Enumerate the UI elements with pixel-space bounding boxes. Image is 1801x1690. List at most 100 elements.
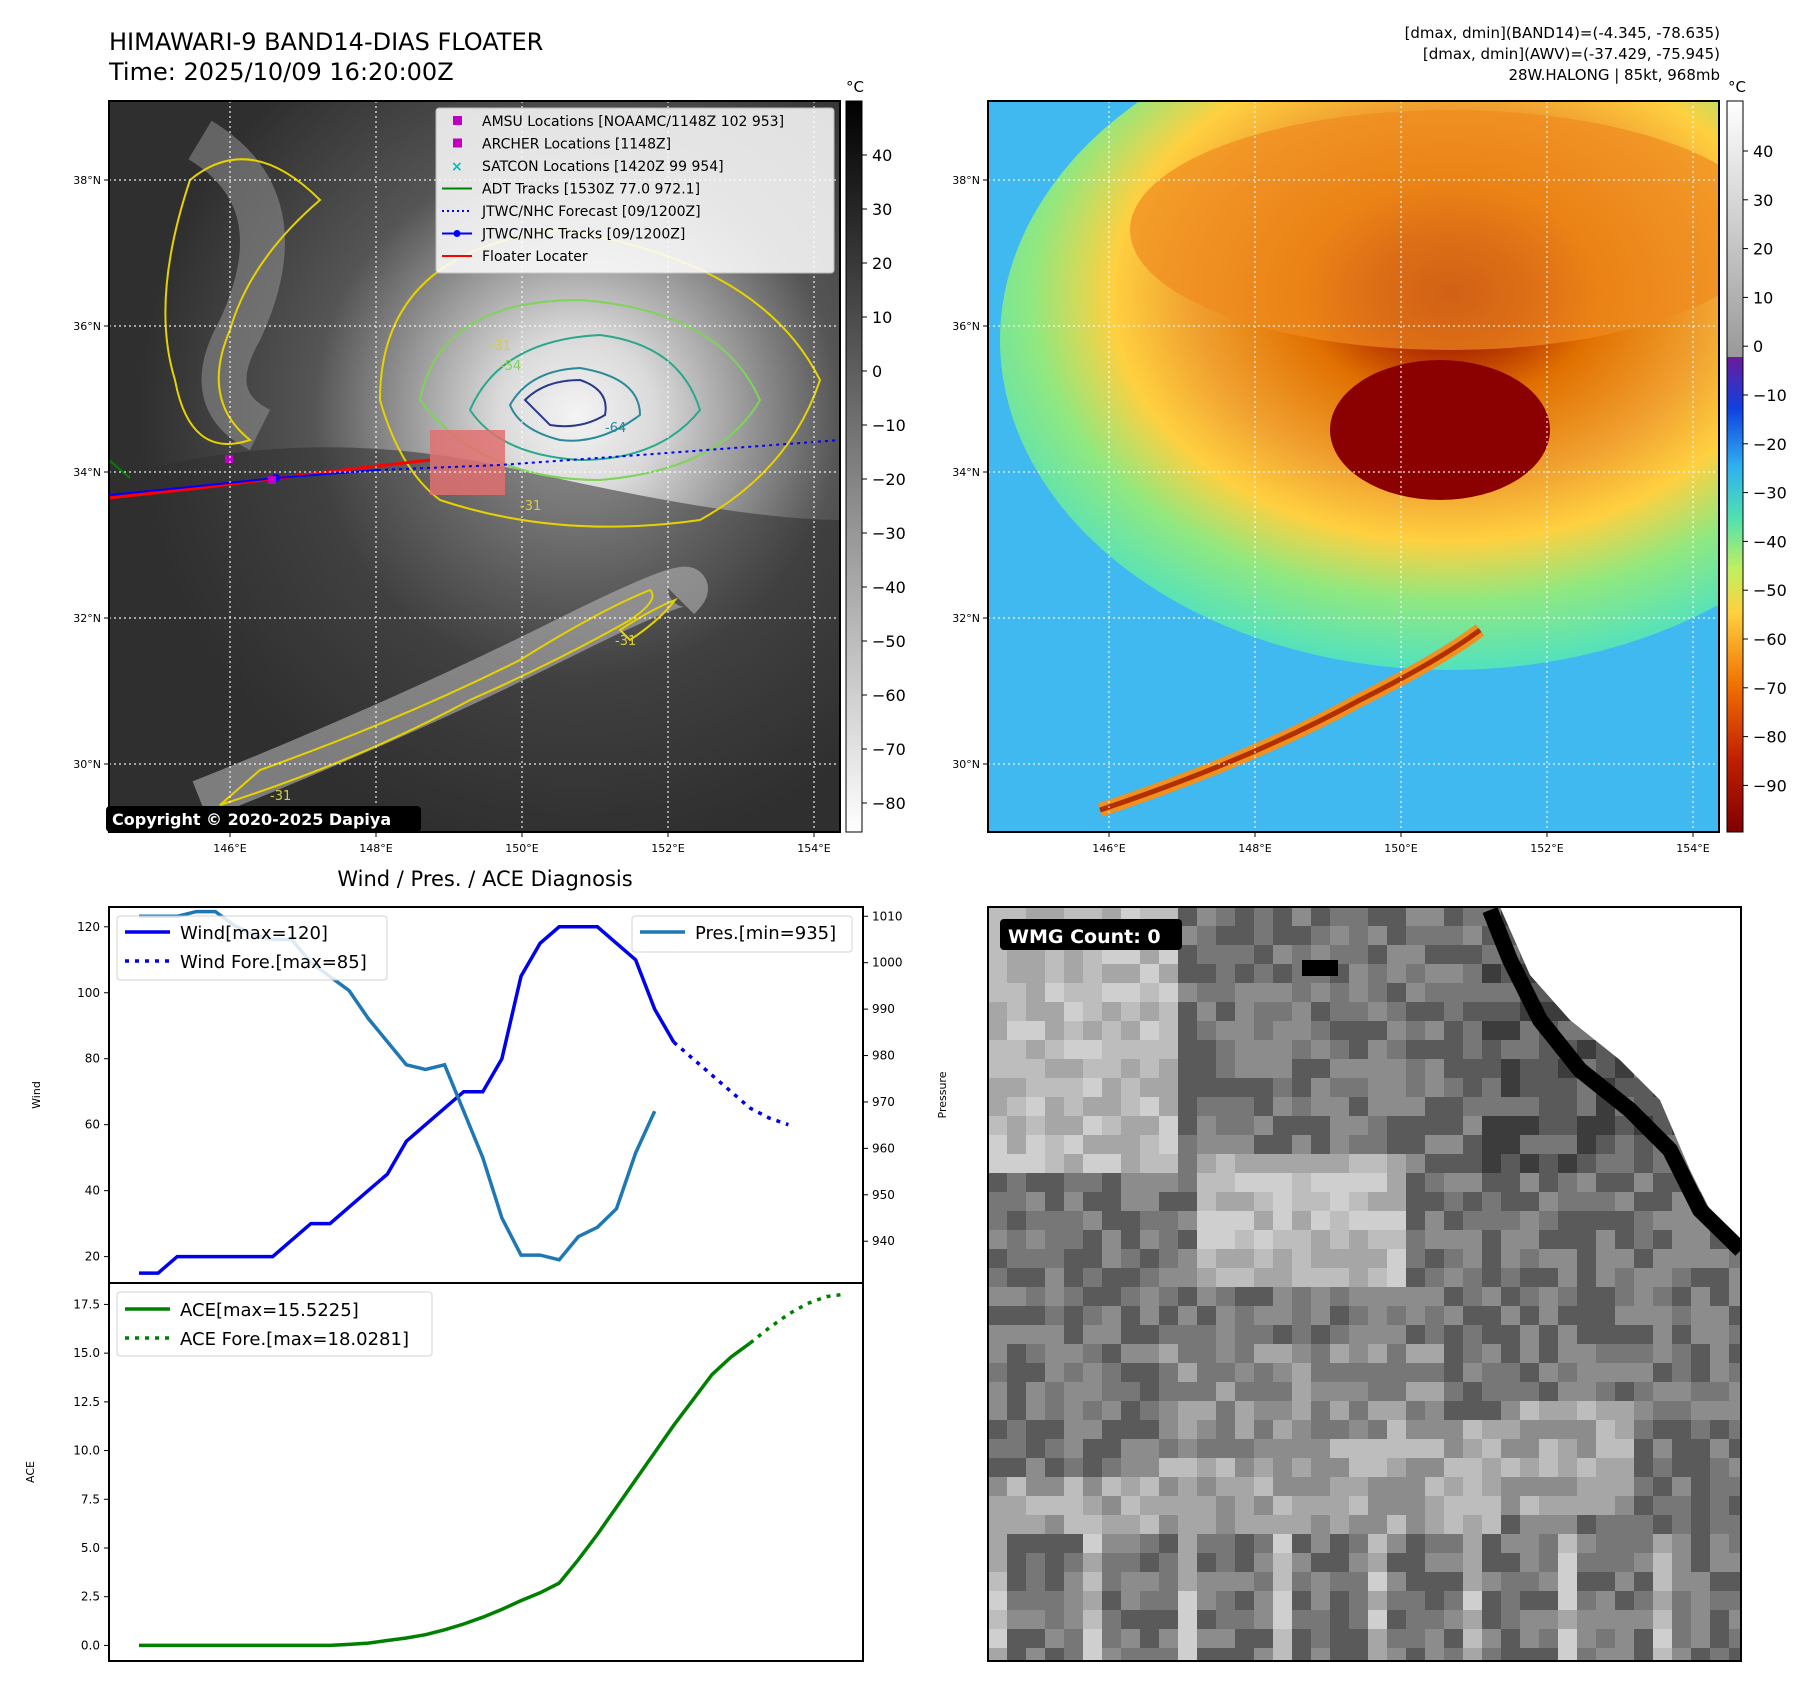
wmg-cell — [1406, 1059, 1425, 1078]
wmg-cell — [1292, 1648, 1311, 1661]
y-tick-label: 1010 — [872, 909, 903, 923]
wmg-cell — [1197, 1344, 1216, 1363]
wmg-cell — [1254, 1230, 1273, 1249]
wmg-cell — [1083, 983, 1102, 1002]
wmg-cell — [1539, 1173, 1558, 1192]
wmg-cell — [1064, 1230, 1083, 1249]
wmg-cell — [1653, 1268, 1672, 1287]
wmg-cell — [1216, 1268, 1235, 1287]
wmg-cell — [1292, 1078, 1311, 1097]
wmg-cell — [1539, 1610, 1558, 1629]
wmg-cell — [1064, 1610, 1083, 1629]
wmg-cell — [1539, 1268, 1558, 1287]
wmg-cell — [1596, 1268, 1615, 1287]
wmg-cell — [1558, 1230, 1577, 1249]
wmg-cell — [1425, 1154, 1444, 1173]
wmg-cell — [1539, 1363, 1558, 1382]
wmg-cell — [1558, 1515, 1577, 1534]
wmg-cell — [1159, 1572, 1178, 1591]
wmg-cell — [1406, 1002, 1425, 1021]
wmg-cell — [1235, 1268, 1254, 1287]
wmg-cell — [1349, 1458, 1368, 1477]
wmg-cell — [1045, 1553, 1064, 1572]
wmg-cell — [1558, 1534, 1577, 1553]
wmg-cell — [1064, 1382, 1083, 1401]
wmg-cell — [1140, 1344, 1159, 1363]
colorbar-tick-label: −90 — [1753, 776, 1787, 795]
wmg-cell — [1558, 1211, 1577, 1230]
wmg-cell — [1596, 1135, 1615, 1154]
wmg-cell — [1444, 1458, 1463, 1477]
wmg-cell — [1026, 1401, 1045, 1420]
wmg-cell — [1501, 1496, 1520, 1515]
color-colorbar — [1726, 100, 1744, 833]
wmg-cell — [1045, 1154, 1064, 1173]
wmg-cell — [1330, 1572, 1349, 1591]
wmg-cell — [1026, 1078, 1045, 1097]
wmg-cell — [1729, 1306, 1741, 1325]
lon-tick-label: 148°E — [359, 842, 392, 855]
wmg-cell — [1387, 1439, 1406, 1458]
wmg-cell — [1121, 1192, 1140, 1211]
wmg-cell — [1254, 983, 1273, 1002]
wmg-cell — [1349, 983, 1368, 1002]
wmg-cell — [1292, 1382, 1311, 1401]
wmg-cell — [1444, 1211, 1463, 1230]
wmg-cell — [1273, 1325, 1292, 1344]
wmg-cell — [1558, 1192, 1577, 1211]
colorbar-tick-label: −50 — [872, 632, 906, 651]
wmg-cell — [1235, 1553, 1254, 1572]
wmg-cell — [1558, 1496, 1577, 1515]
wmg-cell — [1444, 1249, 1463, 1268]
wmg-cell — [1216, 1553, 1235, 1572]
wmg-cell — [1140, 1572, 1159, 1591]
wmg-cell — [1653, 1610, 1672, 1629]
wmg-cell — [1653, 1192, 1672, 1211]
wmg-cell — [1159, 1648, 1178, 1661]
wmg-cell — [1444, 1002, 1463, 1021]
wmg-cell — [1387, 1002, 1406, 1021]
wmg-cell — [1254, 1382, 1273, 1401]
wmg-cell — [1311, 926, 1330, 945]
wmg-cell — [1539, 1534, 1558, 1553]
wmg-cell — [1273, 1040, 1292, 1059]
wmg-cell — [1368, 1363, 1387, 1382]
wmg-cell — [1159, 1515, 1178, 1534]
lat-tick-label: 30°N — [73, 758, 101, 771]
y-tick-label: 20 — [85, 1250, 100, 1264]
wmg-cell — [1083, 1268, 1102, 1287]
wmg-cell — [1045, 1458, 1064, 1477]
wmg-cell — [1007, 1401, 1026, 1420]
wmg-cell — [1634, 1401, 1653, 1420]
wmg-cell — [1235, 1534, 1254, 1553]
wmg-cell — [1349, 1439, 1368, 1458]
wmg-cell — [1349, 907, 1368, 926]
wmg-cell — [1102, 1420, 1121, 1439]
wmg-cell — [1729, 1249, 1741, 1268]
wmg-cell — [1425, 1648, 1444, 1661]
wmg-cell — [1558, 1154, 1577, 1173]
wmg-cell — [1501, 1439, 1520, 1458]
wmg-cell — [1615, 1401, 1634, 1420]
wmg-cell — [1596, 1648, 1615, 1661]
wmg-cell — [1710, 1648, 1729, 1661]
wmg-cell — [1045, 1287, 1064, 1306]
wmg-cell — [1634, 1496, 1653, 1515]
wmg-cell — [1634, 1648, 1653, 1661]
wmg-cell — [1045, 1306, 1064, 1325]
wmg-cell — [1273, 1382, 1292, 1401]
wmg-cell — [1539, 1439, 1558, 1458]
wmg-cell — [1216, 1458, 1235, 1477]
wmg-cell — [1159, 1420, 1178, 1439]
wmg-cell — [1235, 945, 1254, 964]
wmg-cell — [1406, 1534, 1425, 1553]
wmg-cell — [1406, 1097, 1425, 1116]
wmg-cell — [1539, 1458, 1558, 1477]
wmg-cell — [1102, 1116, 1121, 1135]
wmg-cell — [1254, 907, 1273, 926]
wmg-cell — [1729, 1515, 1741, 1534]
wmg-cell — [1178, 1553, 1197, 1572]
wmg-cell — [1634, 1268, 1653, 1287]
wmg-cell — [1273, 1306, 1292, 1325]
wmg-cell — [1216, 1439, 1235, 1458]
